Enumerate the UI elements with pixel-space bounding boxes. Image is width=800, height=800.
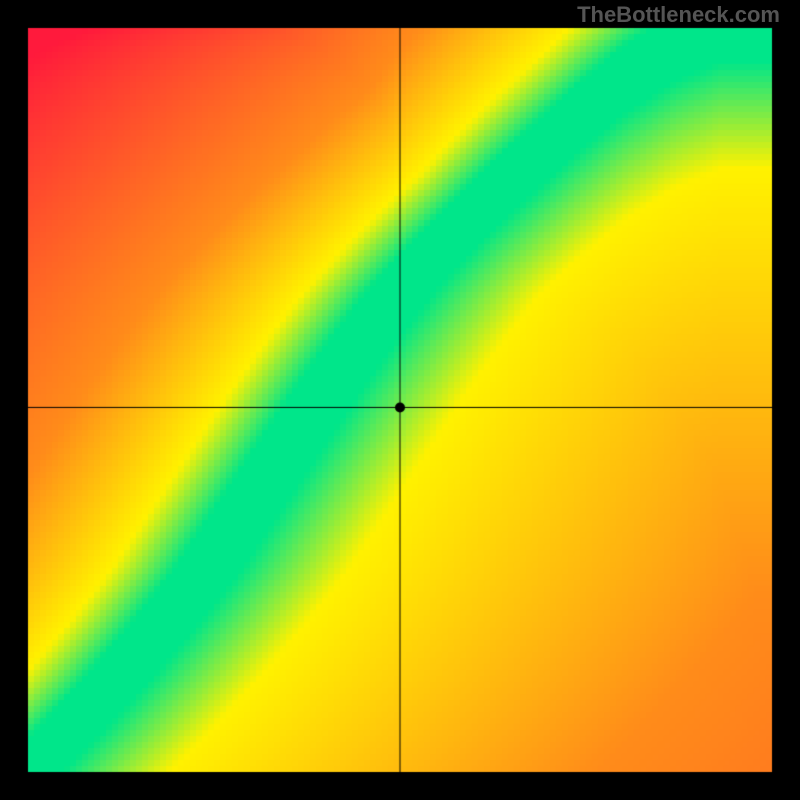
heatmap-canvas — [0, 0, 800, 800]
chart-container: TheBottleneck.com — [0, 0, 800, 800]
watermark-text: TheBottleneck.com — [577, 2, 780, 28]
